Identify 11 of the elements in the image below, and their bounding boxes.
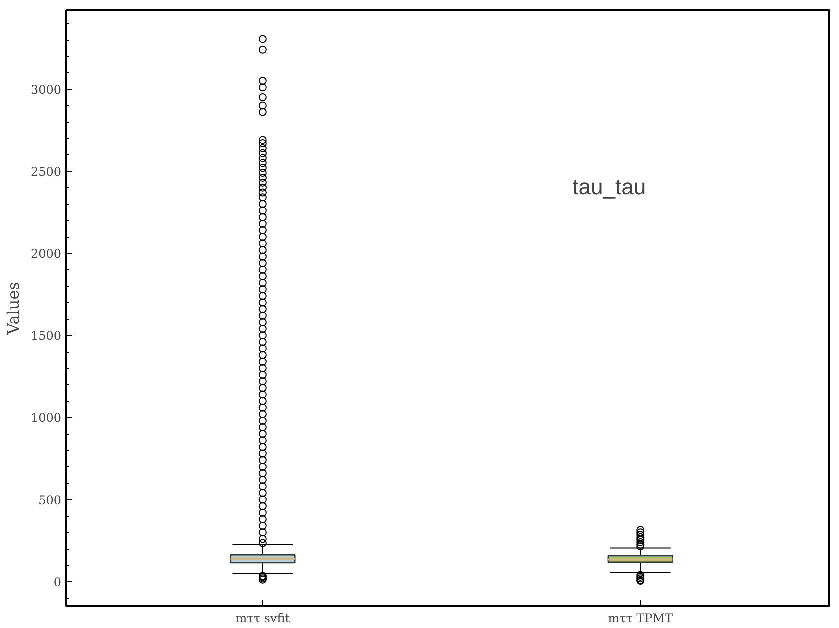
y-tick-label: 3000 [30,82,62,97]
x-tick-label: mττ TPMT [608,612,674,626]
y-axis-title: Values [4,282,23,336]
y-tick-label: 1000 [30,411,62,426]
y-tick-label: 2000 [30,246,62,261]
y-tick-label: 500 [38,493,62,508]
annotation: tau_tau [572,174,646,200]
y-tick-label: 1500 [30,329,62,344]
y-tick-label: 0 [54,575,62,590]
x-tick-label: mττ svfit [236,612,290,626]
y-tick-label: 2500 [30,164,62,179]
